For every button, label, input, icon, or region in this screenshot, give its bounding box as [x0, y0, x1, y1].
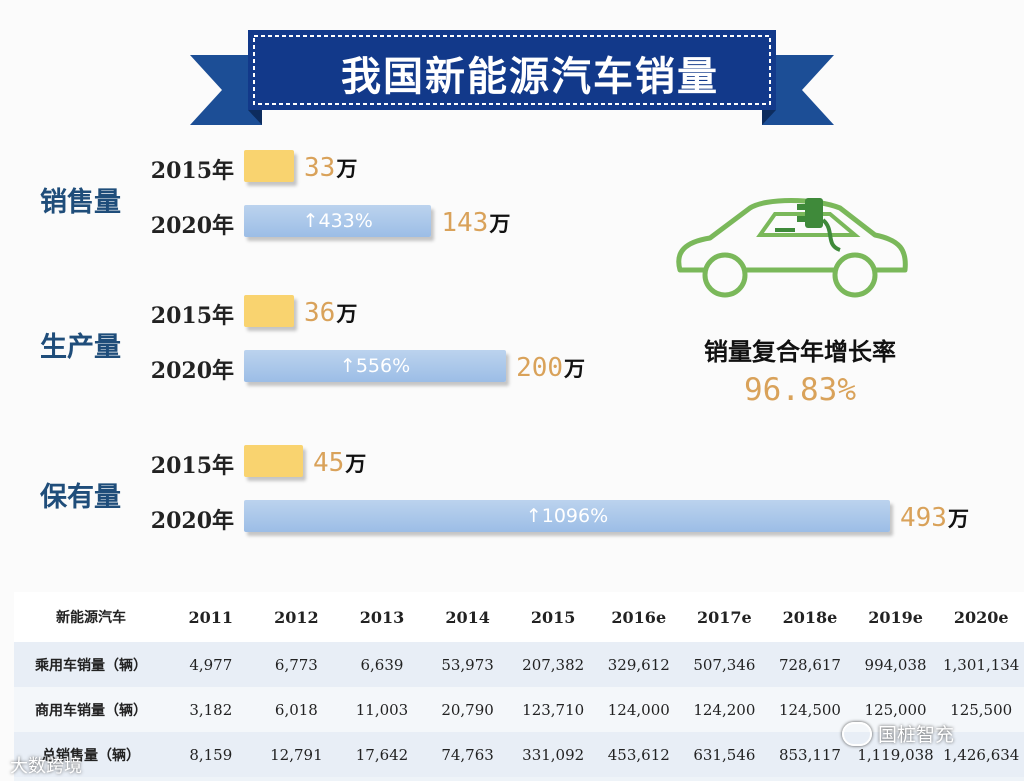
table-cell: 124,500 — [767, 687, 853, 732]
table-cell: 6,018 — [253, 687, 340, 732]
group-label: 保有量 — [40, 482, 121, 513]
table-cell: 994,038 — [852, 642, 939, 687]
cagr-value: 96.83% — [744, 372, 856, 408]
sales-table: 新能源汽车 2011 2012 2013 2014 2015 2016e 2017e 2018e… — [14, 592, 1024, 781]
data-label: 143万 — [441, 207, 510, 240]
table-cell: 3,182 — [168, 687, 254, 732]
table-cell: 12,791 — [253, 732, 340, 777]
data-label: 200万 — [516, 352, 585, 385]
bar-生产量-2015年 — [244, 295, 294, 327]
wechat-icon — [842, 721, 872, 746]
table-header-cell: 2014 — [424, 592, 511, 642]
year-label: 2020年 — [150, 358, 234, 384]
year-label: 2015年 — [150, 453, 234, 479]
table-header-cell: 2015 — [510, 592, 596, 642]
title-ribbon — [190, 30, 834, 125]
bar-保有量-2020年: ↑1096% — [244, 500, 890, 532]
table-cell: 17,642 — [339, 732, 425, 777]
table-header-cell: 2013 — [339, 592, 425, 642]
year-label: 2020年 — [150, 213, 234, 239]
table-cell: 329,612 — [595, 642, 682, 687]
growth-label: ↑556% — [339, 355, 411, 377]
table-cell: 728,617 — [767, 642, 853, 687]
table-cell: 6,639 — [339, 642, 425, 687]
table-row: 乘用车销量（辆） 4,977 6,773 6,639 53,973 207,382 329,… — [14, 642, 1024, 687]
data-unit: 万 — [345, 452, 367, 476]
table-row: 总销售量（辆） 8,159 12,791 17,642 74,763 331,092 453… — [14, 732, 1024, 777]
table-cell: 123,710 — [510, 687, 596, 732]
data-value: 200 — [516, 353, 564, 383]
electric-car-icon — [676, 198, 908, 298]
bar-销售量-2015年 — [244, 150, 294, 182]
table-cell: 4,977 — [168, 642, 254, 687]
group-label: 生产量 — [40, 332, 121, 363]
data-label: 36万 — [304, 297, 357, 330]
table-cell: 507,346 — [681, 642, 768, 687]
page-title: 我国新能源汽车销量 — [341, 54, 719, 100]
cagr-label: 销量复合年增长率 — [704, 338, 896, 366]
data-unit: 万 — [564, 357, 586, 381]
table-header-cell: 2016e — [595, 592, 682, 642]
data-value: 33 — [304, 153, 336, 183]
data-label: 493万 — [900, 502, 969, 535]
table-cell: 8,159 — [168, 732, 254, 777]
table-header-cell: 2018e — [767, 592, 853, 642]
table-cell: 124,000 — [595, 687, 682, 732]
table-header-cell: 2017e — [681, 592, 768, 642]
table-header-cell: 2011 — [168, 592, 254, 642]
table-cell: 631,546 — [681, 732, 768, 777]
table-cell: 1,426,634 — [938, 732, 1024, 777]
data-label: 45万 — [313, 447, 366, 480]
growth-label: ↑1096% — [525, 505, 609, 527]
bar-销售量-2020年: ↑433% — [244, 205, 432, 237]
watermark-right-text: 国桩智充 — [878, 724, 955, 746]
data-unit: 万 — [336, 302, 358, 326]
table-cell: 74,763 — [424, 732, 511, 777]
table-cell: 207,382 — [510, 642, 596, 687]
table-cell: 125,500 — [938, 687, 1024, 732]
data-unit: 万 — [489, 212, 511, 236]
growth-label: ↑433% — [302, 210, 373, 232]
table-row-label: 乘用车销量（辆） — [14, 642, 168, 687]
table-cell: 11,003 — [339, 687, 425, 732]
year-label: 2020年 — [150, 508, 234, 534]
table-cell: 1,119,038 — [852, 732, 939, 777]
table-header-cell: 2019e — [852, 592, 939, 642]
data-unit: 万 — [336, 157, 358, 181]
table-cell: 453,612 — [595, 732, 682, 777]
table-cell: 20,790 — [424, 687, 511, 732]
data-value: 36 — [304, 298, 336, 328]
data-label: 33万 — [304, 152, 357, 185]
table-header-row: 新能源汽车 2011 2012 2013 2014 2015 2016e 2017e 2018e… — [14, 592, 1024, 642]
data-value: 143 — [441, 208, 489, 238]
data-unit: 万 — [947, 507, 969, 531]
table-row: 商用车销量（辆） 3,182 6,018 11,003 20,790 123,710 124… — [14, 687, 1024, 732]
year-label: 2015年 — [150, 303, 234, 329]
table-cell: 331,092 — [510, 732, 596, 777]
table-cell: 1,301,134 — [938, 642, 1024, 687]
bar-保有量-2015年 — [244, 445, 303, 477]
year-label: 2015年 — [150, 158, 234, 184]
table-header-cell: 2012 — [253, 592, 340, 642]
table-header-cell: 新能源汽车 — [14, 592, 168, 642]
data-value: 45 — [312, 448, 345, 478]
table-cell: 853,117 — [767, 732, 853, 777]
bar-生产量-2020年: ↑556% — [244, 350, 507, 382]
group-label: 销售量 — [40, 187, 121, 218]
table-cell: 6,773 — [253, 642, 340, 687]
watermark-left: 大数跨境 — [10, 756, 82, 777]
data-value: 493 — [900, 503, 947, 533]
watermark-right: 国桩智充 — [842, 720, 954, 747]
table-header-cell: 2020e — [938, 592, 1024, 642]
table-row-label: 总销售量（辆） — [14, 732, 168, 777]
table-cell: 53,973 — [424, 642, 511, 687]
table-row-label: 商用车销量（辆） — [14, 687, 168, 732]
table-cell: 124,200 — [681, 687, 768, 732]
